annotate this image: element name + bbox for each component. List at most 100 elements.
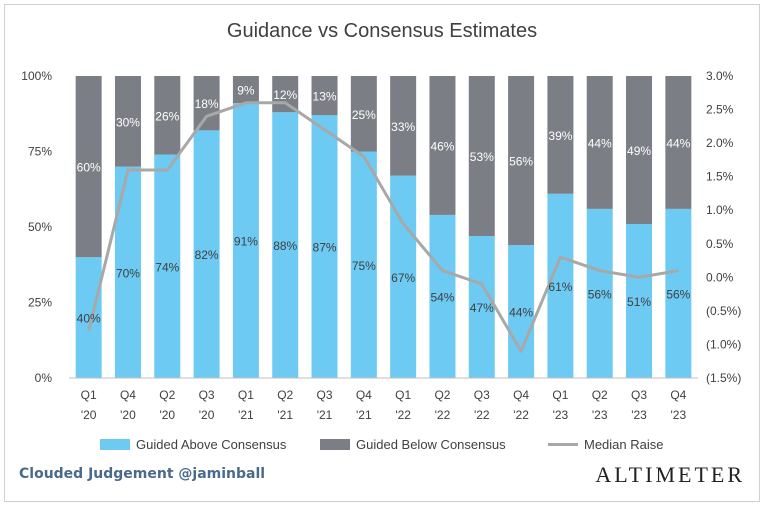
bar-guided-above (626, 223, 653, 378)
data-label-above: 51% (627, 295, 651, 309)
data-label-above: 56% (666, 287, 690, 301)
right-axis-tick-label: 3.0% (706, 69, 734, 83)
legend-item-below: Guided Below Consensus (320, 437, 506, 452)
x-axis-tick-label: Q4 (513, 388, 529, 402)
data-label-above: 70% (116, 266, 140, 280)
data-label-above: 54% (430, 290, 454, 304)
left-axis-tick-label: 75% (28, 145, 52, 159)
median-raise-line (87, 101, 679, 353)
bar-guided-above (350, 151, 377, 378)
data-label-above: 75% (352, 259, 376, 273)
x-axis-tick-label: Q4 (670, 388, 686, 402)
bar-guided-above (586, 208, 613, 378)
data-label-above: 61% (548, 280, 572, 294)
data-label-above: 74% (155, 260, 179, 274)
data-label-above: 82% (195, 248, 219, 262)
bar-guided-above (508, 245, 535, 378)
data-label-above: 87% (313, 241, 337, 255)
bar-guided-above (547, 193, 574, 378)
bar-guided-below (626, 76, 653, 224)
brand-logo: ALTIMETER (595, 462, 745, 487)
legend-swatch-above (100, 439, 130, 450)
data-label-below: 9% (237, 84, 255, 98)
x-axis-tick-label: Q2 (159, 388, 175, 402)
bar-guided-below (665, 76, 692, 209)
x-axis-tick-label: '23 (631, 408, 647, 422)
legend-label-below: Guided Below Consensus (356, 437, 506, 452)
x-axis-tick-label: '23 (671, 408, 687, 422)
left-axis-tick-label: 0% (35, 371, 53, 385)
data-label-above: 88% (273, 239, 297, 253)
left-axis-tick-label: 50% (28, 220, 52, 234)
bar-guided-below (350, 76, 377, 152)
data-label-below: 53% (470, 150, 494, 164)
bar-guided-below (390, 76, 417, 176)
x-axis-tick-label: Q2 (434, 388, 450, 402)
data-label-below: 46% (430, 139, 454, 153)
bar-guided-below (429, 76, 456, 215)
left-axis-tick-label: 100% (21, 69, 52, 83)
bar-guided-below (508, 76, 535, 246)
right-axis-tick-label: 0.5% (706, 237, 734, 251)
x-axis-tick-label: '20 (199, 408, 215, 422)
bar-guided-below (232, 76, 259, 104)
legend-swatch-median (548, 443, 578, 446)
chart-title: Guidance vs Consensus Estimates (226, 20, 538, 42)
bar-guided-above (665, 208, 692, 378)
bar-guided-above (429, 214, 456, 378)
data-label-below: 44% (588, 136, 612, 150)
bar-guided-above (311, 115, 338, 378)
x-axis-tick-label: Q1 (238, 388, 254, 402)
x-axis-tick-label: '22 (474, 408, 490, 422)
bar-guided-above (75, 257, 102, 378)
x-axis-tick-label: '22 (395, 408, 411, 422)
right-axis-tick-label: 0.0% (706, 270, 734, 284)
x-axis-tick-label: '22 (435, 408, 451, 422)
data-label-above: 56% (588, 287, 612, 301)
x-axis-tick-label: '21 (356, 408, 372, 422)
bar-guided-above (232, 103, 259, 379)
bar-guided-below (272, 76, 299, 113)
x-axis-tick-label: Q4 (356, 388, 372, 402)
right-axis-tick-label: (1.5%) (706, 371, 741, 385)
x-axis-tick-label: Q2 (277, 388, 293, 402)
right-axis-tick-label: 1.0% (706, 203, 734, 217)
x-axis-tick-label: '22 (513, 408, 529, 422)
bar-guided-below (154, 76, 181, 155)
data-label-below: 33% (391, 120, 415, 134)
bar-guided-above (154, 154, 181, 378)
legend-label-median: Median Raise (584, 437, 664, 452)
right-axis-tick-label: 2.5% (706, 103, 734, 117)
legend-item-above: Guided Above Consensus (100, 437, 286, 452)
legend-swatch-below (320, 439, 350, 450)
bar-guided-below (311, 76, 338, 116)
x-axis-tick-label: Q2 (592, 388, 608, 402)
data-label-below: 30% (116, 115, 140, 129)
data-label-below: 13% (313, 90, 337, 104)
bar-guided-below (114, 76, 141, 167)
left-axis-tick-label: 25% (28, 296, 52, 310)
bar-guided-below (75, 76, 102, 258)
data-label-above: 47% (470, 301, 494, 315)
x-axis-tick-label: Q1 (552, 388, 568, 402)
x-axis-tick-label: '20 (81, 408, 97, 422)
data-label-below: 39% (548, 129, 572, 143)
data-label-above: 67% (391, 271, 415, 285)
data-label-below: 25% (352, 108, 376, 122)
data-label-below: 12% (273, 88, 297, 102)
legend-item-median: Median Raise (548, 437, 664, 452)
x-axis-tick-label: '21 (238, 408, 254, 422)
bar-guided-below (547, 76, 574, 194)
x-axis-tick-label: Q3 (631, 388, 647, 402)
x-axis-tick-label: '21 (277, 408, 293, 422)
bar-guided-above (468, 236, 495, 378)
right-axis-tick-label: (1.0%) (706, 337, 741, 351)
right-axis-tick-label: 2.0% (706, 136, 734, 150)
bar-guided-above (272, 112, 299, 379)
bar-guided-below (468, 76, 495, 237)
x-axis-tick-label: '23 (553, 408, 569, 422)
x-axis-tick-label: Q3 (199, 388, 215, 402)
x-axis-tick-label: Q3 (317, 388, 333, 402)
x-axis-tick-label: '20 (159, 408, 175, 422)
